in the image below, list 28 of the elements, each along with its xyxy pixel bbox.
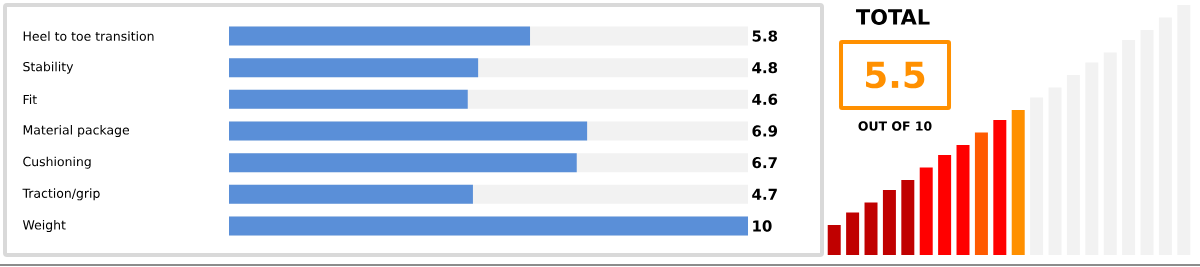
y-tick-label: Material package — [23, 124, 130, 138]
y-tick-label: Traction/grip — [22, 188, 100, 201]
annotation: 5.5 — [866, 61, 925, 89]
y-tick-label: Stability — [23, 61, 74, 74]
bar — [846, 212, 860, 255]
bar — [901, 180, 915, 255]
data-label: 4.7 — [752, 188, 777, 200]
data-label: 4.6 — [752, 93, 778, 105]
bar — [1011, 110, 1025, 255]
bar — [864, 202, 878, 255]
bar — [974, 132, 988, 255]
bar — [882, 190, 896, 255]
data-label: 6.9 — [752, 125, 778, 137]
bar — [938, 155, 952, 255]
data-label: 5.8 — [752, 30, 778, 42]
y-tick-label: Heel to toe transition — [23, 31, 154, 41]
bar — [919, 167, 933, 255]
bar — [993, 120, 1007, 255]
annotation: OUT OF 10 — [858, 121, 932, 131]
y-tick-label: Cushioning — [23, 156, 91, 169]
y-tick-label: Fit — [23, 94, 37, 105]
y-tick-label: Weight — [22, 219, 66, 232]
data-label: 10 — [753, 220, 772, 232]
data-label: 4.8 — [752, 62, 778, 74]
bar — [956, 145, 970, 255]
bar — [827, 225, 841, 255]
data-label: 6.7 — [752, 157, 777, 169]
chart-title: TOTAL — [856, 9, 930, 25]
